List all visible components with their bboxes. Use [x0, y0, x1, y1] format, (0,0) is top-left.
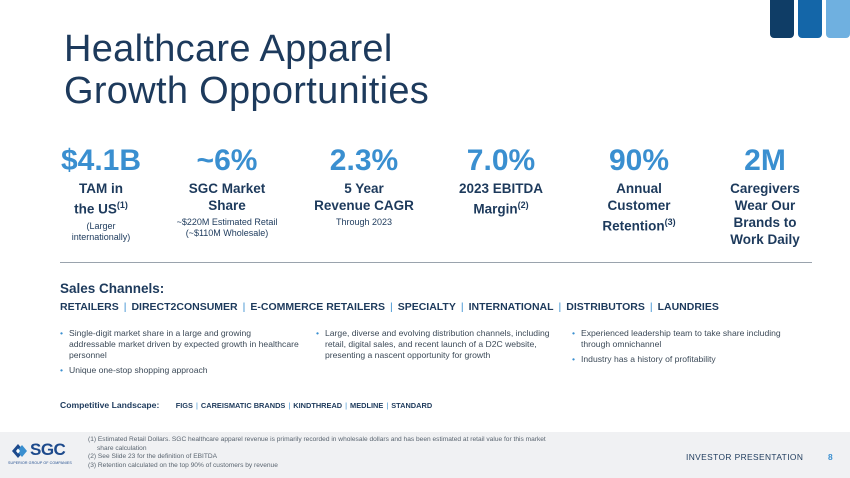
competitor-item: KINDTHREAD	[293, 401, 343, 410]
stat-label-line: 5 Year	[344, 181, 384, 196]
stat-label: Annual Customer Retention(3)	[584, 180, 694, 235]
competitor-separator: |	[288, 401, 291, 410]
stat-note-line: Through 2023	[335, 217, 393, 227]
corner-bar-light	[826, 0, 850, 38]
competitor-separator: |	[345, 401, 348, 410]
stat-note: ~$220M Estimated Retail (~$110M Wholesal…	[166, 217, 288, 239]
sales-channels-list: RETAILERS | DIRECT2CONSUMER | E-COMMERCE RET…	[60, 301, 719, 313]
stat-label-line: Revenue CAGR	[314, 198, 414, 213]
footnote-ref: (2)	[517, 200, 529, 210]
stat-note: (Larger internationally)	[46, 221, 156, 243]
footnote: (1) Estimated Retail Dollars. SGC health…	[88, 436, 546, 443]
footnote-ref: (3)	[664, 217, 676, 227]
stat-label: TAM in the US(1)	[46, 180, 156, 218]
channel-separator: |	[389, 301, 393, 313]
stat-note-line: (Larger	[86, 220, 116, 231]
stat-value: 90%	[608, 144, 670, 177]
channel-item: E-COMMERCE RETAILERS	[250, 301, 385, 313]
logo-subtitle: SUPERIOR GROUP OF COMPANIES	[8, 461, 72, 465]
stat-customer-retention: 90% Annual Customer Retention(3)	[584, 144, 694, 235]
stat-note-line: ~$220M Estimated Retail	[176, 217, 278, 227]
footer-bar	[0, 432, 850, 478]
title-line-2: Growth Opportunities	[64, 70, 430, 112]
footnote: share calculation	[97, 444, 147, 452]
competitor-item: FIGS	[175, 401, 193, 410]
stat-label-line: Brands to	[733, 215, 797, 230]
stat-revenue-cagr: 2.3% 5 Year Revenue CAGR Through 2023	[304, 144, 424, 228]
stat-value: 2.3%	[329, 144, 399, 177]
stat-label-line: Margin	[473, 201, 518, 217]
stat-label-line: SGC Market	[188, 181, 266, 196]
stat-label: Caregivers Wear Our Brands to Work Daily	[712, 180, 818, 248]
investor-presentation-label: INVESTOR PRESENTATION	[686, 452, 804, 462]
stat-value: 7.0%	[466, 144, 536, 177]
page-title: Healthcare Apparel Growth Opportunities	[64, 28, 429, 112]
bullet-column-1: Single-digit market share in a large and…	[60, 328, 300, 380]
stat-market-share: ~6% SGC Market Share ~$220M Estimated Re…	[166, 144, 288, 239]
stat-label-line: TAM in	[79, 181, 123, 196]
stat-label-line: Retention	[602, 218, 665, 234]
competitor-separator: |	[195, 401, 198, 410]
stat-label-line: Work Daily	[730, 232, 800, 247]
channel-separator: |	[242, 301, 246, 313]
competitor-list: FIGS | CAREISMATIC BRANDS | KINDTHREAD | MEDLI…	[176, 401, 432, 410]
stat-label-line: Wear Our	[734, 198, 796, 213]
stat-value: $4.1B	[60, 144, 142, 177]
bullet-item: Industry has a history of profitability	[572, 354, 812, 365]
stat-label-line: Customer	[607, 198, 671, 213]
competitor-item: CAREISMATIC BRANDS	[200, 401, 286, 410]
competitive-landscape: Competitive Landscape: FIGS | CAREISMATIC …	[60, 400, 432, 410]
stat-ebitda-margin: 7.0% 2023 EBITDA Margin(2)	[440, 144, 562, 218]
competitive-label: Competitive Landscape:	[60, 400, 160, 410]
stat-label-line: Annual	[616, 181, 662, 196]
competitor-item: STANDARD	[391, 401, 433, 410]
channel-separator: |	[558, 301, 562, 313]
corner-bar-mid	[798, 0, 822, 38]
stat-label-line: Share	[208, 198, 246, 213]
stat-label-line: the US	[74, 201, 117, 217]
logo-text: SGC	[30, 440, 66, 459]
bullet-item: Experienced leadership team to take shar…	[572, 328, 812, 350]
bullet-item: Single-digit market share in a large and…	[60, 328, 300, 361]
stat-value: ~6%	[196, 144, 258, 177]
stat-label-line: 2023 EBITDA	[458, 181, 544, 196]
stat-note: Through 2023	[304, 217, 424, 228]
channel-item: RETAILERS	[60, 301, 119, 313]
bullet-item: Unique one-stop shopping approach	[60, 365, 300, 376]
sales-channels-title: Sales Channels:	[60, 281, 165, 296]
channel-separator: |	[123, 301, 127, 313]
title-line-1: Healthcare Apparel	[64, 28, 393, 70]
footnote: (2) See Slide 23 for the definition of E…	[88, 453, 218, 461]
company-logo: SGC SUPERIOR GROUP OF COMPANIES	[8, 440, 72, 468]
channel-item: DIRECT2CONSUMER	[131, 301, 238, 313]
channel-separator: |	[460, 301, 464, 313]
stat-label: 5 Year Revenue CAGR	[304, 180, 424, 214]
bullet-column-2: Large, diverse and evolving distribution…	[316, 328, 556, 365]
footnote: (3) Retention calculated on the top 90% …	[88, 461, 278, 469]
section-divider	[60, 262, 812, 263]
bullet-column-3: Experienced leadership team to take shar…	[572, 328, 812, 369]
channel-item: SPECIALTY	[397, 301, 456, 313]
channel-item: LAUNDRIES	[657, 301, 719, 313]
stat-caregivers: 2M Caregivers Wear Our Brands to Work Da…	[712, 144, 818, 248]
stat-note-line: (~$110M Wholesale)	[185, 228, 269, 238]
stat-label: 2023 EBITDA Margin(2)	[440, 180, 562, 218]
logo-mark-icon	[12, 444, 27, 458]
channel-item: INTERNATIONAL	[468, 301, 554, 313]
footnotes: (1) Estimated Retail Dollars. SGC health…	[88, 436, 658, 470]
stat-tam: $4.1B TAM in the US(1) (Larger internati…	[46, 144, 156, 243]
stat-value: 2M	[744, 144, 786, 177]
stat-label-line: Caregivers	[730, 181, 800, 196]
page-number: 8	[828, 452, 833, 462]
stat-note-line: internationally)	[71, 231, 131, 242]
competitor-separator: |	[386, 401, 389, 410]
corner-accent-bars	[770, 0, 850, 38]
corner-bar-dark	[770, 0, 794, 38]
channel-item: DISTRIBUTORS	[566, 301, 645, 313]
bullet-item: Large, diverse and evolving distribution…	[316, 328, 556, 361]
competitor-item: MEDLINE	[350, 401, 384, 410]
channel-separator: |	[649, 301, 653, 313]
stat-label: SGC Market Share	[166, 180, 288, 214]
footnote-ref: (1)	[116, 200, 128, 210]
